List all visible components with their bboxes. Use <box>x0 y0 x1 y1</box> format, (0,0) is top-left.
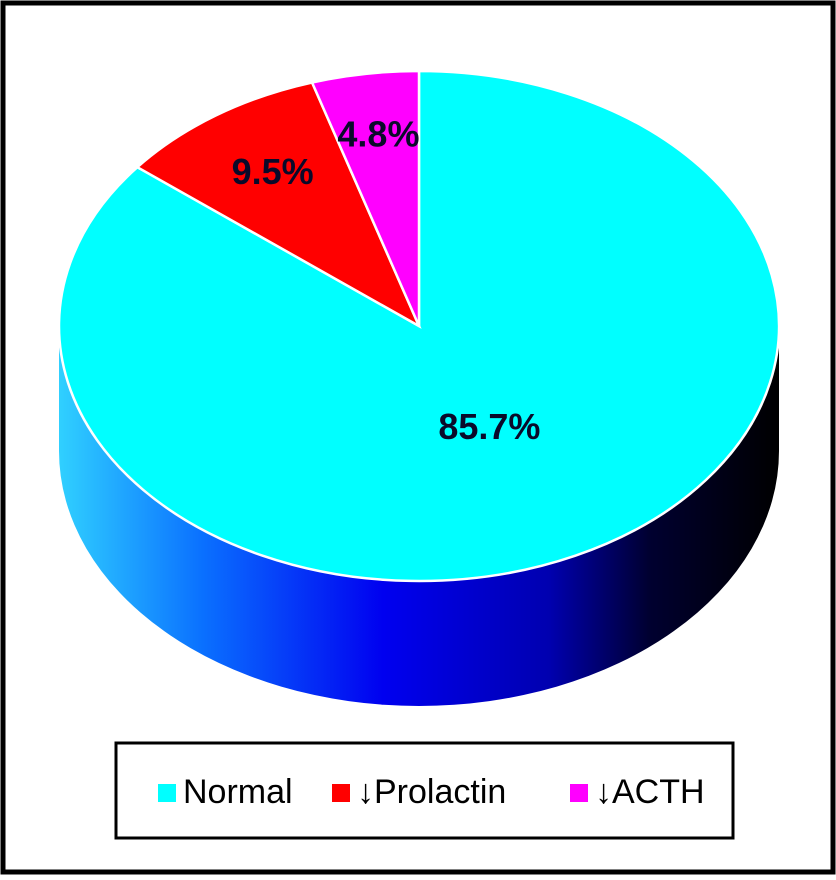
data-label: 4.8% <box>337 113 419 154</box>
pie-side <box>59 326 779 706</box>
legend-label: ↓Prolactin <box>357 773 506 811</box>
legend-label: Normal <box>183 773 293 811</box>
pie-slice <box>135 81 422 329</box>
data-label: 9.5% <box>232 151 314 192</box>
data-label: 85.7% <box>438 406 540 447</box>
legend-box <box>114 741 735 840</box>
legend-swatch <box>158 784 176 802</box>
legend-swatch <box>570 784 588 802</box>
legend-label: ↓ACTH <box>595 773 705 811</box>
legend-swatch <box>332 784 350 802</box>
pie-slice <box>310 69 421 327</box>
